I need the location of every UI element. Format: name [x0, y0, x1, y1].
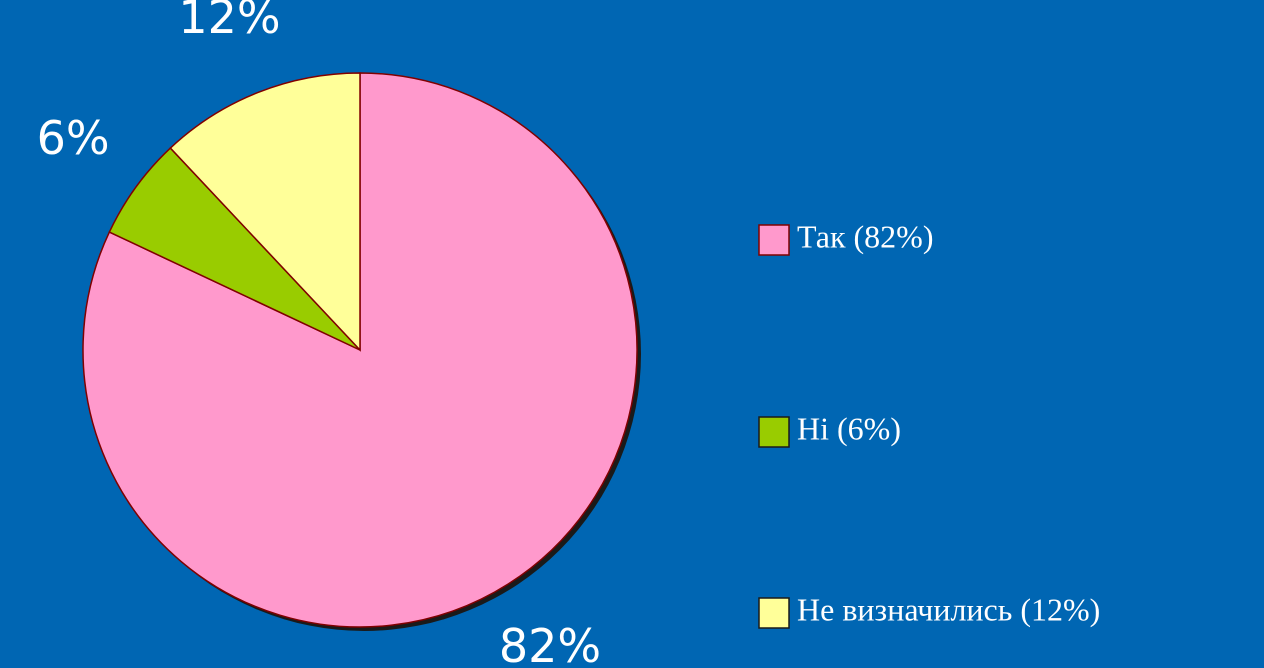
slice-label: 82% — [499, 619, 601, 668]
pie-slice — [169, 72, 361, 352]
slice-label: 6% — [37, 111, 110, 165]
slice-label: 12% — [178, 0, 280, 44]
legend-swatch — [758, 224, 790, 256]
legend-label: Не визначились (12%) — [797, 591, 1100, 627]
legend-label: Ні (6%) — [797, 410, 901, 446]
legend-swatch — [758, 597, 790, 629]
legend-label: Так (82%) — [797, 218, 933, 254]
legend-swatch — [758, 416, 790, 448]
